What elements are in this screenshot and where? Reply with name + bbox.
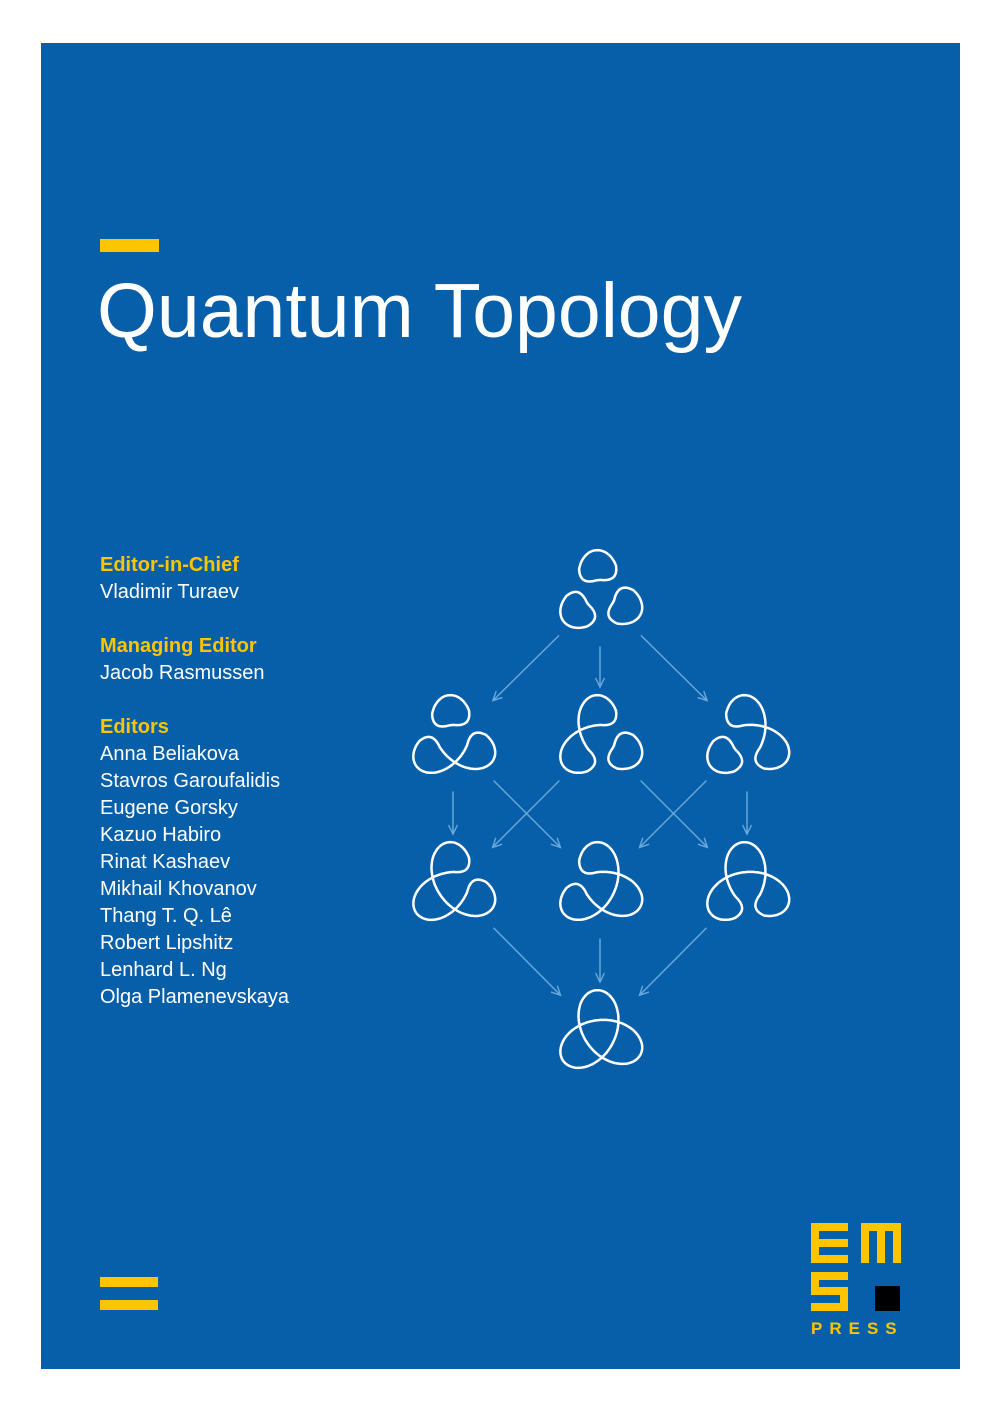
editor-name: Vladimir Turaev: [100, 581, 239, 603]
arrowhead-icon: [448, 824, 458, 836]
arrowhead-icon: [638, 985, 650, 997]
lattice-arrow: [742, 791, 752, 836]
trefoil-knot: [559, 548, 644, 630]
editorial-block: Editor-in-Chief Vladimir Turaev Managing…: [100, 552, 420, 1038]
lattice-arrow: [640, 780, 709, 849]
knot-lattice-diagram: [412, 548, 791, 1070]
editor-name: Robert Lipshitz: [100, 932, 234, 954]
lattice-arrow: [493, 780, 562, 849]
trefoil-knot: [559, 693, 644, 775]
section-editor-in-chief: Editor-in-Chief Vladimir Turaev: [100, 552, 420, 606]
editor-name: Thang T. Q. Lê: [100, 905, 232, 927]
lattice-arrow: [638, 780, 707, 849]
accent-dash-icon: [100, 239, 159, 252]
arrowhead-icon: [491, 837, 503, 849]
arrowhead-icon: [491, 691, 503, 702]
arrowhead-icon: [697, 837, 709, 849]
lattice-arrow: [595, 646, 605, 689]
arrowhead-icon: [742, 824, 752, 836]
arrowhead-icon: [595, 972, 605, 984]
section-label: Editor-in-Chief: [100, 554, 239, 576]
editor-name: Rinat Kashaev: [100, 851, 231, 873]
editor-name: Kazuo Habiro: [100, 824, 222, 846]
trefoil-knot: [412, 840, 497, 922]
section-editors: Editors Anna Beliakova Stavros Garoufali…: [100, 714, 420, 1011]
editor-name: Eugene Gorsky: [100, 797, 238, 819]
equals-icon: [100, 1277, 158, 1310]
arrowhead-icon: [550, 985, 562, 997]
editor-name: Lenhard L. Ng: [100, 959, 227, 981]
trefoil-knot: [706, 840, 791, 922]
arrowhead-icon: [550, 837, 562, 849]
equals-bar: [100, 1277, 158, 1287]
lattice-arrow: [493, 927, 562, 997]
ems-logo-letters: [811, 1223, 901, 1311]
logo-black-square: [875, 1286, 900, 1311]
trefoil-knot: [559, 840, 644, 922]
lattice-arrow: [491, 635, 560, 702]
editor-name: Jacob Rasmussen: [100, 662, 265, 684]
editor-name: Olga Plamenevskaya: [100, 986, 289, 1008]
arrowhead-icon: [697, 691, 709, 702]
trefoil-knot: [559, 988, 644, 1070]
ems-press-logo: PRESS: [811, 1223, 907, 1338]
editor-name: Anna Beliakova: [100, 743, 239, 765]
editor-name: Mikhail Khovanov: [100, 878, 257, 900]
press-label: PRESS: [811, 1319, 904, 1338]
trefoil-knot: [412, 693, 497, 775]
logo-letter-M: [861, 1223, 901, 1263]
editor-name: Stavros Garoufalidis: [100, 770, 281, 792]
logo-letter-E: [811, 1223, 848, 1263]
journal-title: Quantum Topology: [97, 268, 742, 354]
lattice-arrow: [491, 780, 560, 849]
lattice-arrow: [448, 791, 458, 836]
section-label: Editors: [100, 716, 169, 738]
section-managing-editor: Managing Editor Jacob Rasmussen: [100, 633, 420, 687]
section-label: Managing Editor: [100, 635, 257, 657]
lattice-arrow: [640, 635, 709, 702]
arrowhead-icon: [595, 677, 605, 689]
equals-bar: [100, 1300, 158, 1310]
cover-panel: Quantum Topology Editor-in-Chief Vladimi…: [41, 43, 960, 1369]
trefoil-knot: [706, 693, 791, 775]
lattice-arrow: [638, 927, 707, 997]
lattice-arrow: [595, 938, 605, 984]
logo-letter-S: [811, 1272, 848, 1311]
arrowhead-icon: [638, 837, 650, 849]
